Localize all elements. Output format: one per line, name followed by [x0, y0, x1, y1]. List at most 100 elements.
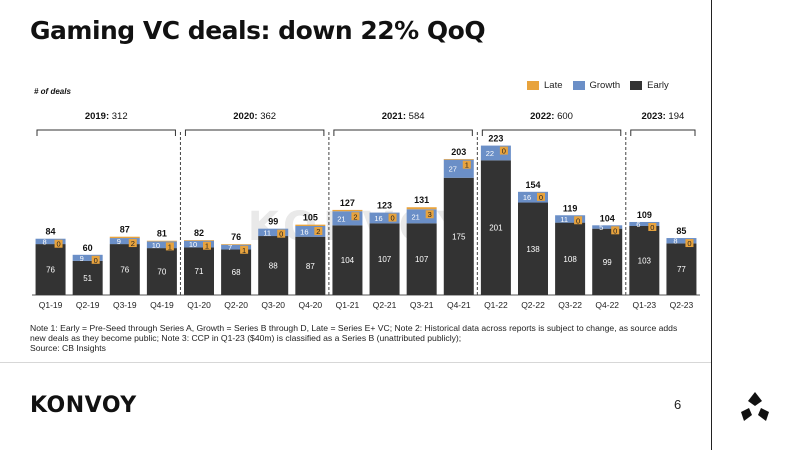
footnotes: Note 1: Early = Pre-Seed through Series … [30, 323, 680, 353]
data-label-growth: 11 [560, 215, 568, 224]
data-label-late: 3 [428, 210, 432, 219]
data-label-growth: 8 [673, 237, 677, 246]
year-bracket [333, 129, 473, 136]
data-label-late: 2 [131, 239, 135, 248]
x-tick-label: Q2-20 [224, 300, 248, 310]
data-label-growth: 22 [486, 149, 494, 158]
data-label-total: 154 [525, 180, 540, 190]
legend-label-growth: Growth [589, 80, 621, 91]
data-label-total: 223 [488, 134, 503, 144]
late-badge [462, 160, 471, 169]
bar-early [406, 223, 437, 295]
data-label-early: 76 [120, 266, 129, 275]
legend-label-early: Early [647, 80, 669, 91]
bar-early [443, 177, 474, 295]
bar-late [295, 224, 326, 226]
data-label-early: 51 [83, 274, 92, 283]
late-badge [277, 229, 286, 238]
data-label-growth: 6 [636, 220, 640, 229]
x-tick-label: Q4-20 [299, 300, 323, 310]
year-bracket [36, 129, 176, 136]
x-tick-label: Q2-19 [76, 300, 100, 310]
bar-early [555, 222, 586, 295]
data-label-growth: 11 [263, 228, 271, 237]
data-label-early: 138 [526, 245, 540, 254]
konvoy-mark-icon [741, 392, 769, 421]
bar-early [666, 243, 697, 295]
bar-growth [258, 228, 289, 237]
bar-growth [555, 215, 586, 223]
legend-swatch-growth [572, 81, 585, 90]
bar-early [72, 260, 103, 295]
bar-early [369, 223, 400, 295]
x-tick-label: Q4-19 [150, 300, 174, 310]
year-label: 2023: 194 [641, 111, 684, 122]
late-badge [165, 242, 174, 251]
data-label-late: 1 [168, 242, 172, 251]
bar-growth [184, 240, 214, 248]
bar-growth [369, 212, 400, 224]
data-label-early: 99 [603, 258, 612, 267]
late-badge [574, 216, 583, 225]
x-tick-label: Q3-21 [410, 300, 434, 310]
data-label-late: 0 [502, 147, 506, 156]
data-label-late: 2 [316, 227, 320, 236]
data-label-early: 201 [489, 224, 503, 233]
data-label-late: 0 [687, 239, 691, 248]
bar-early [184, 247, 214, 295]
chart-legend: Late Growth Early [527, 80, 669, 91]
x-tick-label: Q2-22 [521, 300, 545, 310]
late-badge [203, 241, 211, 250]
source-text: Source: CB Insights [30, 343, 106, 353]
data-label-total: 127 [340, 198, 355, 208]
data-label-total: 82 [194, 228, 204, 238]
data-label-late: 0 [279, 230, 283, 239]
data-label-growth: 7 [228, 243, 232, 252]
data-label-early: 70 [157, 268, 166, 277]
late-badge [314, 226, 323, 235]
data-label-total: 109 [637, 210, 652, 220]
data-label-early: 87 [306, 262, 315, 271]
data-label-total: 60 [83, 243, 93, 253]
data-label-late: 0 [576, 216, 580, 225]
y-axis-unit-label: # of deals [34, 87, 71, 96]
data-label-growth: 5 [599, 223, 603, 232]
data-label-late: 1 [205, 242, 209, 251]
bar-early [480, 160, 511, 295]
bar-late [332, 209, 363, 212]
late-badge [91, 255, 100, 264]
data-label-total: 87 [120, 225, 130, 235]
data-label-total: 104 [600, 213, 615, 223]
year-label: 2019: 312 [85, 111, 128, 122]
data-label-early: 77 [677, 265, 686, 274]
x-tick-label: Q1-22 [484, 300, 508, 310]
data-label-early: 107 [378, 255, 392, 264]
data-label-growth: 21 [411, 212, 419, 221]
data-label-early: 76 [46, 266, 55, 275]
data-label-growth: 10 [152, 241, 160, 250]
data-label-total: 105 [303, 213, 318, 223]
konvoy-logo: KONVOY [30, 393, 137, 418]
year-label: 2022: 600 [530, 111, 573, 122]
data-label-total: 203 [451, 147, 466, 157]
x-tick-label: Q1-21 [336, 300, 360, 310]
bar-early [592, 228, 623, 295]
data-label-growth: 27 [449, 165, 457, 174]
bar-late [184, 240, 214, 241]
data-label-total: 119 [563, 203, 578, 213]
late-badge [425, 210, 434, 219]
data-label-total: 85 [676, 226, 686, 236]
late-badge [388, 213, 397, 222]
x-tick-label: Q2-21 [373, 300, 397, 310]
bar-growth [72, 254, 103, 261]
data-label-early: 103 [638, 256, 652, 265]
data-label-late: 0 [539, 193, 543, 202]
data-label-early: 108 [563, 255, 577, 264]
late-badge [240, 245, 249, 254]
data-label-total: 123 [377, 201, 392, 211]
bar-early [35, 244, 66, 295]
data-label-late: 0 [650, 223, 654, 232]
bar-early [518, 202, 548, 295]
year-label: 2020: 362 [233, 111, 276, 122]
bar-late [406, 207, 437, 210]
